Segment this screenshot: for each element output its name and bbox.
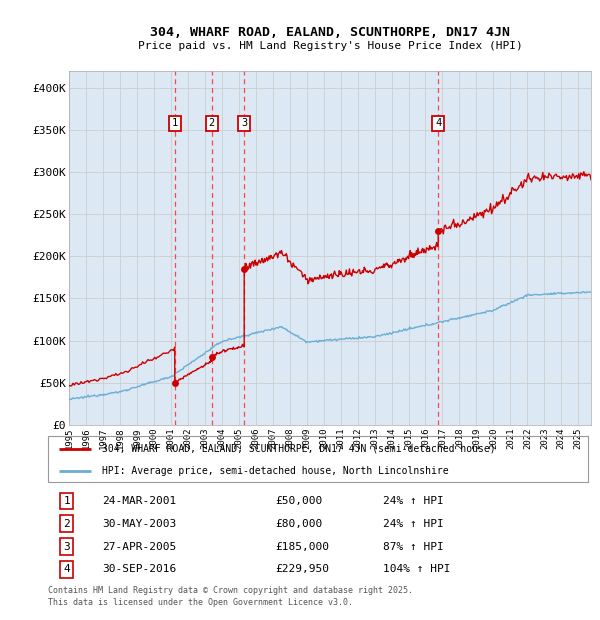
- Text: 1: 1: [172, 118, 178, 128]
- Text: 3: 3: [241, 118, 247, 128]
- Text: 304, WHARF ROAD, EALAND, SCUNTHORPE, DN17 4JN: 304, WHARF ROAD, EALAND, SCUNTHORPE, DN1…: [150, 26, 510, 39]
- Text: This data is licensed under the Open Government Licence v3.0.: This data is licensed under the Open Gov…: [48, 598, 353, 607]
- Text: 3: 3: [64, 541, 70, 552]
- Text: £80,000: £80,000: [275, 518, 322, 529]
- Text: 2: 2: [64, 518, 70, 529]
- Text: 30-SEP-2016: 30-SEP-2016: [102, 564, 176, 575]
- Text: Price paid vs. HM Land Registry's House Price Index (HPI): Price paid vs. HM Land Registry's House …: [137, 41, 523, 51]
- Text: 24% ↑ HPI: 24% ↑ HPI: [383, 518, 443, 529]
- Text: Contains HM Land Registry data © Crown copyright and database right 2025.: Contains HM Land Registry data © Crown c…: [48, 586, 413, 595]
- Text: £185,000: £185,000: [275, 541, 329, 552]
- Text: 24-MAR-2001: 24-MAR-2001: [102, 495, 176, 506]
- Text: HPI: Average price, semi-detached house, North Lincolnshire: HPI: Average price, semi-detached house,…: [102, 466, 449, 476]
- Text: 2: 2: [209, 118, 215, 128]
- Text: 1: 1: [64, 495, 70, 506]
- Text: 87% ↑ HPI: 87% ↑ HPI: [383, 541, 443, 552]
- Text: 4: 4: [64, 564, 70, 575]
- Text: 4: 4: [435, 118, 442, 128]
- Text: £50,000: £50,000: [275, 495, 322, 506]
- Text: 27-APR-2005: 27-APR-2005: [102, 541, 176, 552]
- Text: 104% ↑ HPI: 104% ↑ HPI: [383, 564, 450, 575]
- Text: 24% ↑ HPI: 24% ↑ HPI: [383, 495, 443, 506]
- Text: £229,950: £229,950: [275, 564, 329, 575]
- Text: 30-MAY-2003: 30-MAY-2003: [102, 518, 176, 529]
- Text: 304, WHARF ROAD, EALAND, SCUNTHORPE, DN17 4JN (semi-detached house): 304, WHARF ROAD, EALAND, SCUNTHORPE, DN1…: [102, 444, 496, 454]
